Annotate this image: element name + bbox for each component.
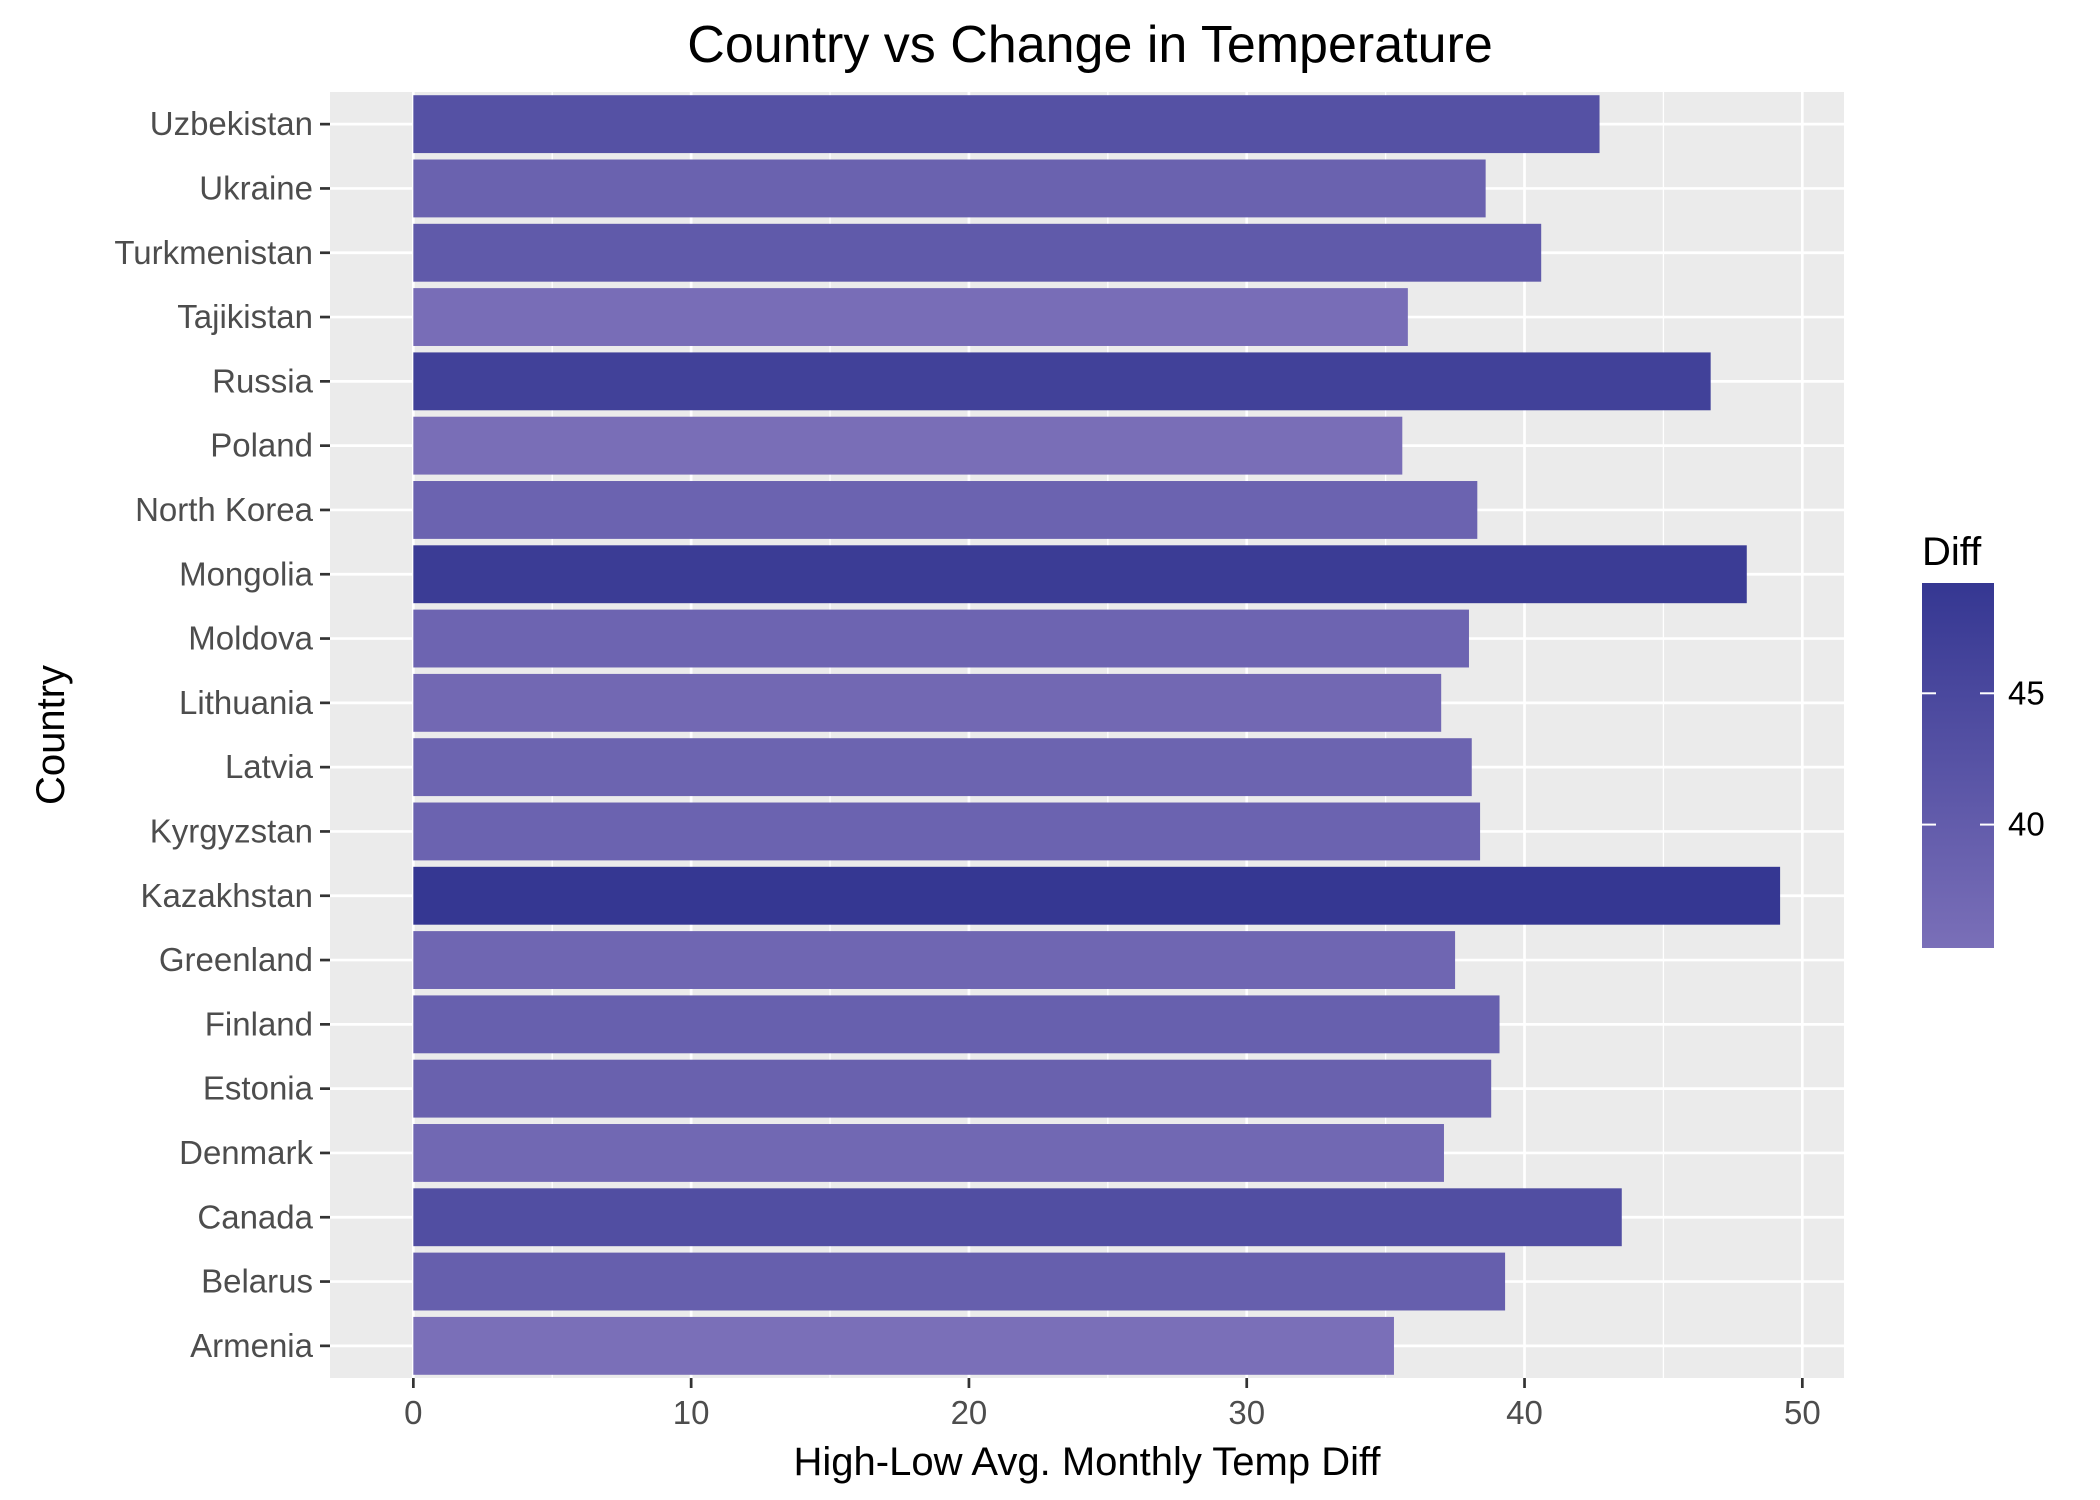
- bar-denmark: [413, 1124, 1444, 1182]
- bar-greenland: [413, 931, 1456, 989]
- bar-russia: [413, 352, 1711, 411]
- y-tick-label: Poland: [210, 427, 313, 464]
- bars: [413, 95, 1781, 1375]
- bar-latvia: [413, 738, 1472, 797]
- legend-title: Diff: [1922, 530, 1982, 574]
- x-axis: 0 10 20 30 40 50: [404, 1378, 1821, 1431]
- legend-tick-label: 40: [2008, 806, 2045, 843]
- bar-moldova: [413, 609, 1469, 668]
- y-axis-title: Country: [29, 665, 73, 805]
- y-tick-label: Mongolia: [179, 555, 314, 592]
- bar-lithuania: [413, 673, 1442, 732]
- x-axis-title: High-Low Avg. Monthly Temp Diff: [794, 1440, 1382, 1484]
- y-tick-label: Denmark: [179, 1134, 313, 1171]
- bar-mongolia: [413, 545, 1747, 604]
- bar-belarus: [413, 1252, 1506, 1311]
- x-tick-label: 0: [404, 1394, 422, 1431]
- y-tick-label: Ukraine: [199, 169, 313, 206]
- color-legend: Diff 40 45: [1922, 530, 2045, 948]
- y-tick-label: Lithuania: [179, 684, 314, 721]
- bar-estonia: [413, 1059, 1492, 1118]
- bar-uzbekistan: [413, 95, 1600, 154]
- y-axis: Uzbekistan Ukraine Turkmenistan Tajikistan R…: [114, 105, 330, 1364]
- bar-armenia: [413, 1316, 1394, 1375]
- x-tick-label: 30: [1228, 1394, 1265, 1431]
- y-tick-label: Greenland: [159, 941, 313, 978]
- bar-poland: [413, 416, 1403, 475]
- bar-north-korea: [413, 481, 1478, 539]
- bar-kyrgyzstan: [413, 802, 1481, 861]
- y-tick-label: Kazakhstan: [141, 877, 313, 914]
- y-tick-label: Latvia: [225, 748, 314, 785]
- bar-ukraine: [413, 159, 1486, 218]
- y-tick-label: Russia: [212, 362, 314, 399]
- y-tick-label: Finland: [205, 1005, 313, 1042]
- y-tick-label: Kyrgyzstan: [150, 812, 313, 849]
- x-tick-label: 40: [1506, 1394, 1543, 1431]
- bar-finland: [413, 995, 1500, 1054]
- y-tick-label: Uzbekistan: [150, 105, 313, 142]
- x-tick-label: 50: [1784, 1394, 1821, 1431]
- y-tick-label: Moldova: [188, 620, 313, 657]
- y-tick-label: Canada: [197, 1198, 313, 1235]
- legend-colorbar: [1922, 583, 1994, 948]
- y-tick-label: Estonia: [203, 1070, 314, 1107]
- bar-turkmenistan: [413, 223, 1542, 282]
- y-tick-label: Turkmenistan: [114, 234, 313, 271]
- chart-title: Country vs Change in Temperature: [687, 16, 1492, 74]
- plot-panel: [330, 92, 1844, 1378]
- bar-tajikistan: [413, 288, 1408, 346]
- x-tick-label: 20: [951, 1394, 988, 1431]
- y-tick-label: North Korea: [135, 491, 314, 528]
- bar-kazakhstan: [413, 866, 1781, 925]
- bar-canada: [413, 1188, 1622, 1247]
- legend-tick-label: 45: [2008, 674, 2045, 711]
- y-tick-label: Armenia: [190, 1327, 314, 1364]
- y-tick-label: Tajikistan: [177, 298, 313, 335]
- x-tick-label: 10: [673, 1394, 710, 1431]
- y-tick-label: Belarus: [201, 1263, 313, 1300]
